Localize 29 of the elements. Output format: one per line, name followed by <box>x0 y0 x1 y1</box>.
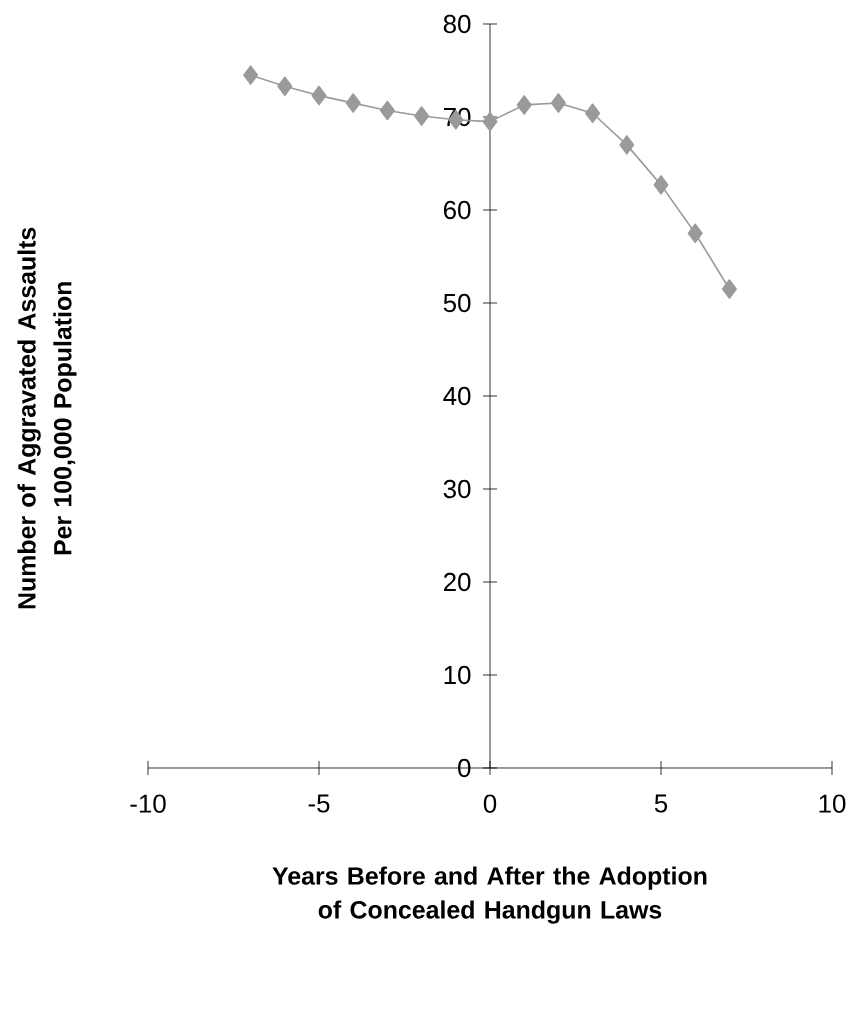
point <box>653 175 669 195</box>
y-tick-label: 0 <box>458 758 471 778</box>
x-tick-label: 0 <box>483 794 497 813</box>
point <box>516 95 532 115</box>
point <box>379 100 395 121</box>
point <box>482 111 498 132</box>
x-axis-title: Years Before and After the Adoption of Concealed Handgun Laws <box>272 866 707 924</box>
point <box>687 223 703 244</box>
y-tick-label: 50 <box>443 293 471 313</box>
point <box>619 135 635 155</box>
point <box>345 93 361 113</box>
x-tick-label: -5 <box>308 794 330 813</box>
x-tick-label: -10 <box>130 794 166 813</box>
point <box>585 103 601 124</box>
x-tick-label: 5 <box>654 794 668 813</box>
y-tick-label: 10 <box>444 665 471 685</box>
point <box>550 93 566 113</box>
point <box>414 106 430 126</box>
point <box>721 279 737 299</box>
x-tick-label: 10 <box>819 794 846 813</box>
y-axis-title: Number of Aggravated Assaults Per 100,000 Population <box>17 227 77 609</box>
y-tick-label: 30 <box>443 479 471 499</box>
point <box>277 76 293 97</box>
point <box>243 65 259 85</box>
y-tick-label: 60 <box>443 200 471 220</box>
point <box>311 85 327 106</box>
y-tick-label: 80 <box>443 14 471 34</box>
y-tick-label: 40 <box>443 386 471 406</box>
y-tick-label: 20 <box>443 572 471 592</box>
